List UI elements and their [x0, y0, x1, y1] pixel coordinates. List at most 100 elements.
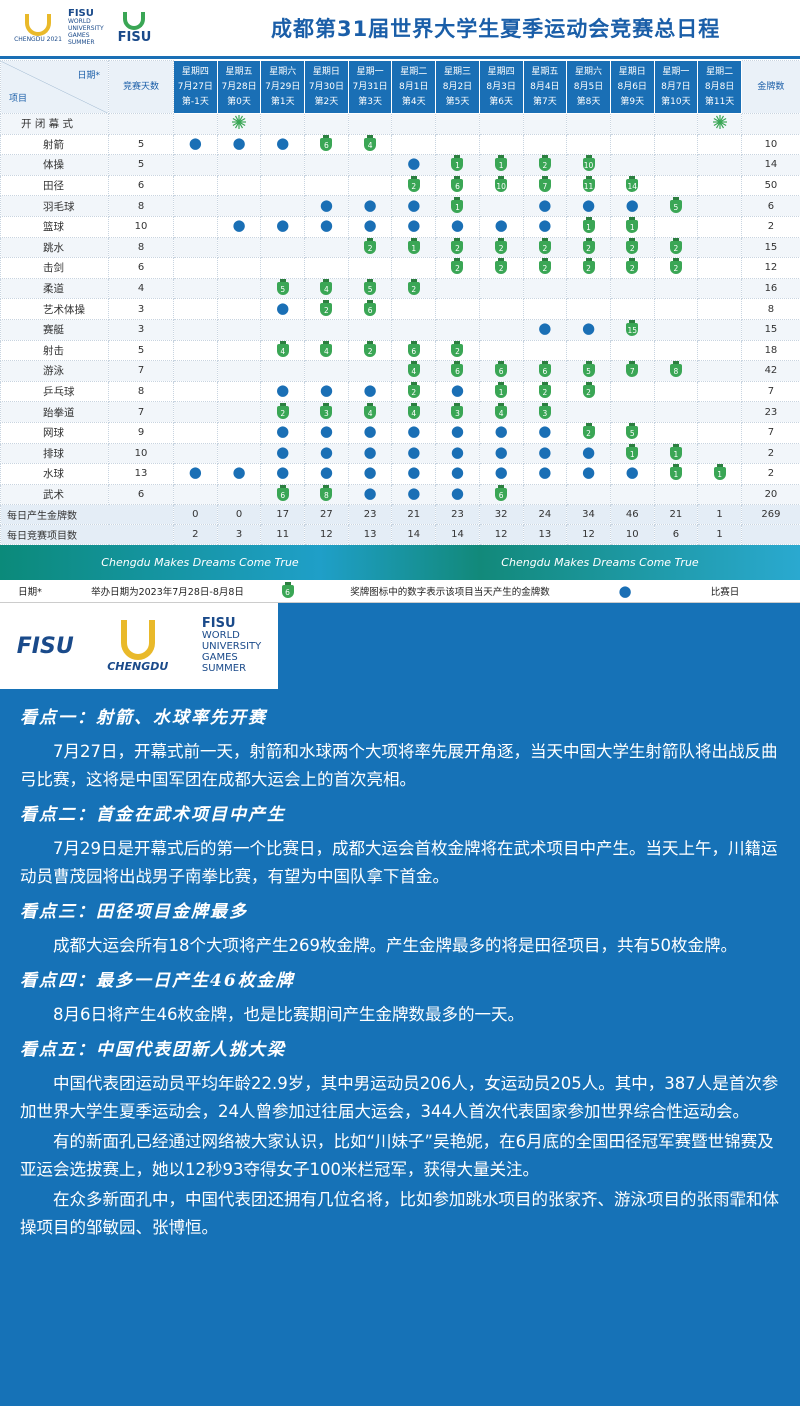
cell: 6	[435, 174, 480, 197]
cell	[260, 360, 306, 382]
competition-days: 5	[108, 133, 174, 156]
competition-days: 6	[108, 483, 174, 506]
competition-dot: ●	[450, 463, 465, 482]
date-weekday: 星期二	[706, 66, 734, 77]
cell	[216, 401, 262, 423]
competition-days: 13	[108, 463, 174, 485]
date-weekday: 星期五	[225, 66, 253, 77]
date-weekday: 星期日	[312, 66, 340, 77]
gold-medals: 15	[740, 236, 800, 259]
cell: 2	[435, 257, 480, 279]
cell	[173, 339, 218, 362]
cell: 4	[347, 401, 393, 423]
competition-dot: ●	[407, 484, 421, 502]
section: 看点三：田径项目金牌最多 成都大运会所有18个大项将产生269枚金牌。产生金牌最多…	[20, 897, 780, 960]
cell	[216, 380, 262, 403]
medal: 2	[626, 258, 639, 275]
competition-dot: ●	[538, 195, 552, 214]
gold-medals: 7	[740, 421, 800, 444]
sport-name: 跳水	[0, 236, 109, 259]
section-heading: 看点五：中国代表团新人挑大梁	[20, 1040, 286, 1060]
medal: 6	[364, 299, 377, 316]
cell: ●	[435, 215, 480, 238]
competition-days: 10	[108, 442, 174, 465]
article-text: 看点一：射箭、水球率先开赛 7月27日，开幕式前一天，射箭和水球两个大项将率先展开…	[0, 689, 800, 1242]
cell	[697, 318, 742, 341]
cell	[304, 113, 349, 135]
cell: 1	[478, 380, 524, 403]
cell: 2	[522, 380, 568, 403]
cell	[216, 318, 262, 341]
sport-name: 射箭	[0, 133, 109, 156]
totals-label: 每日产生金牌数	[0, 504, 174, 526]
cell	[697, 236, 742, 259]
cell: ●	[566, 442, 611, 465]
cell: 15	[609, 318, 655, 341]
banner-text: Chengdu Makes Dreams Come True	[101, 556, 299, 570]
cell: 6	[522, 360, 568, 382]
competition-dot: ●	[319, 381, 333, 400]
cell	[522, 133, 568, 156]
totals-value: 46	[609, 504, 655, 526]
medal: 6	[407, 341, 420, 357]
logo-line: GAMES	[68, 32, 90, 39]
cell: ●	[173, 133, 218, 156]
medal: 4	[320, 341, 333, 357]
medal: 2	[276, 402, 289, 419]
cell: 2	[391, 380, 437, 403]
cell	[653, 298, 699, 320]
totals-value: 13	[347, 524, 393, 546]
medal: 1	[669, 443, 682, 460]
date-header: 星期四 7月27日 第-1天	[173, 60, 218, 114]
sport-name: 柔道	[0, 277, 109, 300]
cell	[609, 401, 655, 423]
cell: 2	[609, 236, 655, 259]
cell: 2	[391, 277, 437, 300]
cell: ●	[304, 195, 349, 217]
competition-dot: ●	[363, 443, 377, 461]
sport-name: 赛艇	[0, 318, 109, 341]
date-header: 星期一 7月31日 第3天	[347, 60, 393, 114]
cell	[435, 133, 480, 156]
competition-dot: ●	[494, 216, 508, 235]
cell: ●	[304, 380, 349, 403]
totals-value: 3	[216, 524, 262, 546]
cell: ●	[347, 483, 393, 506]
cell: 5	[260, 277, 306, 300]
date-date: 8月2日	[442, 81, 473, 92]
cell: ●	[391, 421, 437, 444]
sport-row: 水球 13 ● ● ● ● ● ● ● ● ● ● ● 1 1 2	[0, 463, 800, 485]
cell	[173, 195, 218, 217]
date-date: 8月3日	[486, 81, 516, 92]
cell	[173, 215, 218, 238]
competition-days: 7	[108, 360, 174, 382]
cell: ●	[391, 215, 437, 238]
cell: ●	[435, 380, 480, 403]
cell: ●	[478, 463, 524, 485]
medal: 2	[320, 299, 333, 316]
medal: 7	[538, 176, 551, 193]
competition-dot: ●	[538, 422, 552, 441]
cell: 4	[347, 133, 393, 156]
competition-dot: ●	[538, 216, 552, 235]
cell	[609, 277, 655, 300]
competition-dot: ●	[232, 134, 246, 152]
cell: ●	[478, 442, 524, 465]
medal: 10	[582, 155, 595, 172]
cell	[478, 195, 524, 217]
cell	[260, 318, 306, 341]
date-header: 星期六 8月5日 第8天	[566, 60, 611, 114]
sport-row: 体操 5 ● 1 1 2 10 14	[0, 154, 800, 176]
competition-days: 9	[108, 421, 174, 444]
cell	[478, 298, 524, 320]
competition-dot: ●	[276, 443, 290, 461]
logo-line: WORLD	[68, 18, 91, 25]
section-heading: 看点四：最多一日产生46枚金牌	[20, 971, 295, 991]
medal: 2	[407, 279, 420, 296]
cell	[173, 174, 218, 197]
cell	[173, 421, 218, 444]
sport-row: 排球 10 ● ● ● ● ● ● ● ● 1 1 2	[0, 442, 800, 465]
legend-medal-text: 奖牌图标中的数字表示该项目当天产生的金牌数	[350, 587, 550, 599]
cell: ●	[522, 215, 568, 238]
cell: 5	[653, 195, 699, 217]
